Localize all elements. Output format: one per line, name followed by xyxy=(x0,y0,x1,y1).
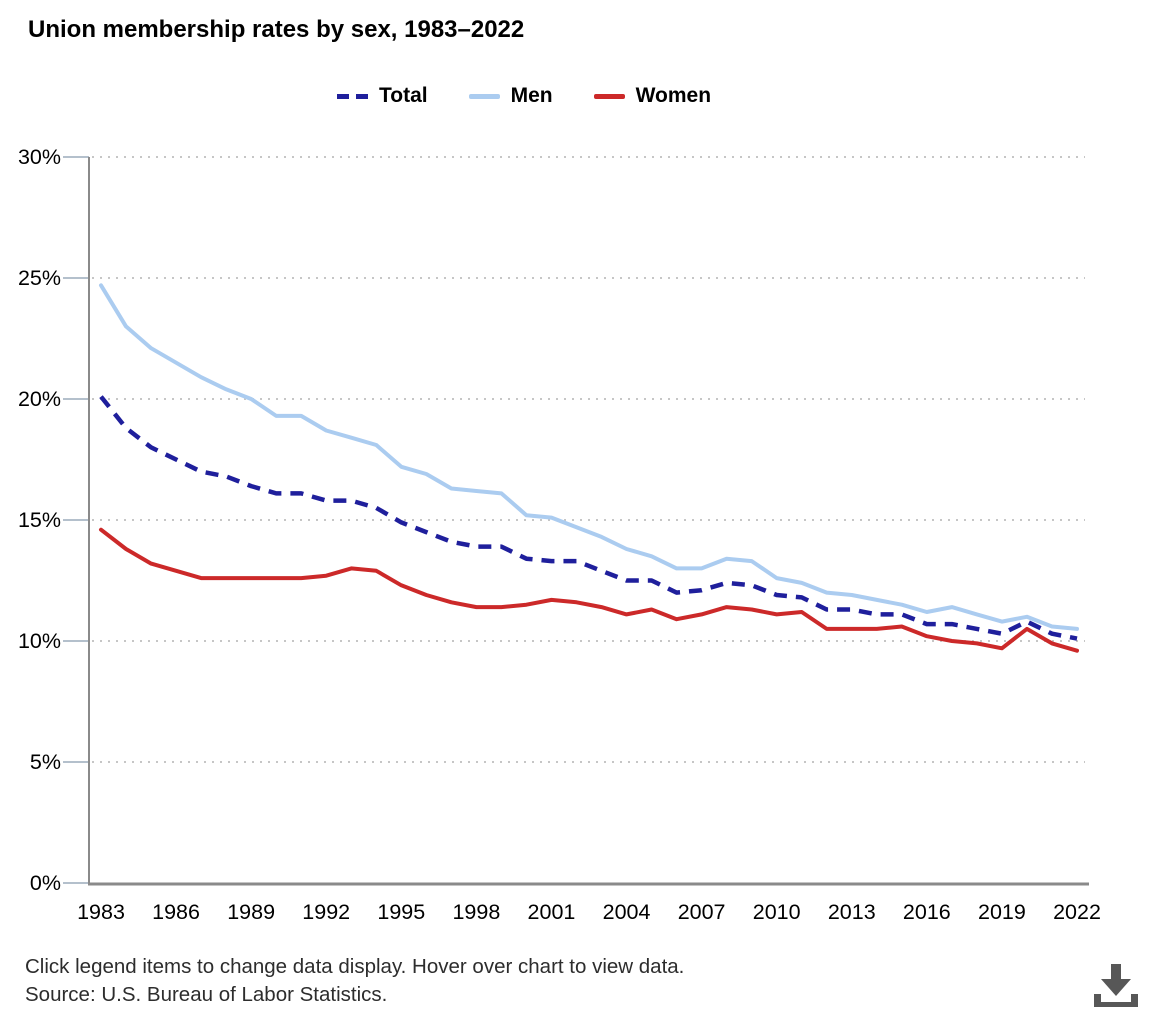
chart-legend: Total Men Women xyxy=(337,84,711,108)
legend-item-women[interactable]: Women xyxy=(593,84,712,108)
x-axis-label: 2016 xyxy=(903,900,951,924)
chart-title: Union membership rates by sex, 1983–2022 xyxy=(28,16,525,43)
download-button[interactable] xyxy=(1088,962,1144,1012)
women-line-marker xyxy=(593,93,625,99)
legend-item-total[interactable]: Total xyxy=(337,84,428,108)
x-axis-label: 2007 xyxy=(678,900,726,924)
x-axis-label: 2013 xyxy=(828,900,876,924)
x-axis-label: 1983 xyxy=(77,900,125,924)
y-axis-label: 20% xyxy=(18,387,61,411)
download-icon xyxy=(1094,964,1138,1007)
x-axis-label: 2022 xyxy=(1053,900,1101,924)
x-axis-label: 1998 xyxy=(452,900,500,924)
x-axis-label: 1986 xyxy=(152,900,200,924)
x-axis-label: 2001 xyxy=(528,900,576,924)
x-axis-label: 1992 xyxy=(302,900,350,924)
legend-label-total: Total xyxy=(379,84,428,107)
y-axis-label: 5% xyxy=(30,750,61,774)
men-line-marker xyxy=(468,93,500,99)
x-axis-label: 2019 xyxy=(978,900,1026,924)
y-axis-label: 25% xyxy=(18,266,61,290)
x-axis-label: 1995 xyxy=(377,900,425,924)
total-dashed-line-marker xyxy=(337,93,368,99)
series-line-total[interactable] xyxy=(99,395,1078,641)
legend-label-men: Men xyxy=(510,84,553,107)
chart-footer: Click legend items to change data displa… xyxy=(25,953,684,1009)
y-axis-label: 15% xyxy=(18,508,61,532)
y-axis-label: 30% xyxy=(18,145,61,169)
x-axis-label: 1989 xyxy=(227,900,275,924)
legend-item-men[interactable]: Men xyxy=(468,84,553,108)
y-axis-label: 0% xyxy=(30,871,61,895)
x-axis-label: 2004 xyxy=(603,900,651,924)
legend-label-women: Women xyxy=(635,84,712,107)
series-line-women[interactable] xyxy=(99,527,1079,653)
interaction-hint-text: Click legend items to change data displa… xyxy=(25,955,685,978)
y-axis-label: 10% xyxy=(18,629,61,653)
source-text: Source: U.S. Bureau of Labor Statistics. xyxy=(25,983,388,1006)
series-line-men[interactable] xyxy=(99,283,1079,631)
x-axis-label: 2010 xyxy=(753,900,801,924)
